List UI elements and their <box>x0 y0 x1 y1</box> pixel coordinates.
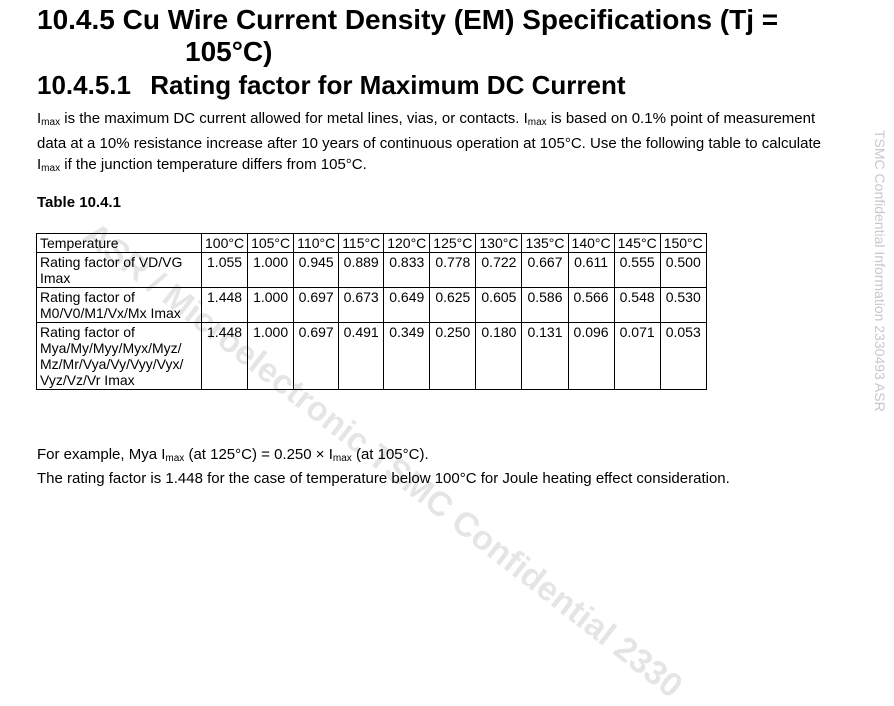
value-cell: 0.605 <box>475 287 523 323</box>
value-cell: 0.349 <box>383 322 431 390</box>
value-cell: 0.673 <box>338 287 385 323</box>
value-cell: 0.566 <box>567 287 615 323</box>
value-cell: 0.131 <box>521 322 569 390</box>
value-cell: 1.000 <box>247 322 295 390</box>
row-label-line: Imax <box>40 270 71 286</box>
row-label-cell: Rating factor of Mya/My/Myy/Myx/Myz/Mz/Mr… <box>36 322 202 390</box>
para-sub-1: max <box>41 117 61 128</box>
value-cell: 0.667 <box>521 252 569 288</box>
example-text-2: (at 125°C) = 0.250 × I <box>184 446 333 463</box>
table-caption: Table 10.4.1 <box>37 194 121 211</box>
para-text-2: is the maximum DC current allowed for me… <box>60 110 528 127</box>
value-cell: 0.530 <box>659 287 707 323</box>
row-label-line: M0/V0/M1/Vx/Mx Imax <box>40 305 181 321</box>
value-cell: 1.000 <box>247 252 295 288</box>
row-label-line: Rating factor of <box>40 324 135 340</box>
subsection-number: 10.4.5.1 <box>37 70 131 100</box>
value-cell: 0.586 <box>521 287 569 323</box>
row-label-cell: Rating factor of M0/V0/M1/Vx/Mx Imax <box>36 287 202 323</box>
example-line1: For example, Mya Imax (at 125°C) = 0.250… <box>37 445 857 469</box>
header-cell-temp: 110°C <box>293 233 340 253</box>
example-text-3: (at 105°C). <box>351 446 429 463</box>
header-cell-temp: 115°C <box>338 233 385 253</box>
value-cell: 0.500 <box>659 252 707 288</box>
para-sub-3: max <box>41 163 61 174</box>
value-cell: 1.448 <box>200 322 249 390</box>
header-cell-label: Temperature <box>36 233 202 253</box>
value-cell: 0.833 <box>383 252 431 288</box>
row-label-line: Mya/My/Myy/Myx/Myz/ <box>40 340 182 356</box>
value-cell: 0.555 <box>613 252 661 288</box>
value-cell: 0.697 <box>293 287 340 323</box>
row-label-cell: Rating factor of VD/VG Imax <box>36 252 202 288</box>
value-cell: 0.096 <box>567 322 615 390</box>
rating-factor-table: Temperature 100°C 105°C 110°C 115°C 120°C 125°… <box>36 233 707 390</box>
value-cell: 1.000 <box>247 287 295 323</box>
value-cell: 0.697 <box>293 322 340 390</box>
table-row: Rating factor of Mya/My/Myy/Myx/Myz/Mz/Mr… <box>36 322 707 390</box>
value-cell: 1.055 <box>200 252 249 288</box>
value-cell: 0.625 <box>429 287 477 323</box>
section-heading-line2: 105°C) <box>185 36 273 67</box>
intro-paragraph: Imax is the maximum DC current allowed f… <box>37 108 837 179</box>
value-cell: 0.778 <box>429 252 477 288</box>
example-text-1: For example, Mya I <box>37 446 166 463</box>
side-watermark: TSMC Confidential Information 2330493 AS… <box>872 130 888 412</box>
example-sub-2: max <box>332 453 352 464</box>
para-sub-2: max <box>527 117 547 128</box>
table-header-row: Temperature 100°C 105°C 110°C 115°C 120°C 125°… <box>36 233 707 253</box>
row-label-line: Vyz/Vz/Vr Imax <box>40 372 135 388</box>
para-text-4: if the junction temperature differs from… <box>60 156 367 173</box>
example-line2: The rating factor is 1.448 for the case … <box>37 470 730 487</box>
header-cell-temp: 100°C <box>200 233 249 253</box>
example-note: For example, Mya Imax (at 125°C) = 0.250… <box>37 445 857 489</box>
value-cell: 0.889 <box>338 252 385 288</box>
header-cell-temp: 150°C <box>659 233 707 253</box>
value-cell: 0.611 <box>567 252 615 288</box>
value-cell: 0.649 <box>383 287 431 323</box>
header-cell-temp: 130°C <box>475 233 523 253</box>
header-cell-temp: 125°C <box>429 233 477 253</box>
value-cell: 0.071 <box>613 322 661 390</box>
value-cell: 0.722 <box>475 252 523 288</box>
value-cell: 0.491 <box>338 322 385 390</box>
header-cell-temp: 105°C <box>247 233 295 253</box>
para-text-1: I <box>37 110 42 127</box>
subsection-title: Rating factor for Maximum DC Current <box>150 70 626 100</box>
row-label-line: Mz/Mr/Vya/Vy/Vyy/Vyx/ <box>40 356 184 372</box>
section-heading: 10.4.5 Cu Wire Current Density (EM) Spec… <box>37 4 857 68</box>
value-cell: 0.945 <box>293 252 340 288</box>
row-label-line: Rating factor of VD/VG <box>40 254 183 270</box>
value-cell: 0.053 <box>659 322 707 390</box>
table-row: Rating factor of M0/V0/M1/Vx/Mx Imax 1.448… <box>36 287 707 323</box>
header-cell-temp: 140°C <box>567 233 615 253</box>
header-cell-temp: 120°C <box>383 233 431 253</box>
value-cell: 0.548 <box>613 287 661 323</box>
section-heading-line1: 10.4.5 Cu Wire Current Density (EM) Spec… <box>37 4 779 35</box>
value-cell: 0.180 <box>475 322 523 390</box>
row-label-line: Rating factor of <box>40 289 135 305</box>
header-cell-temp: 145°C <box>613 233 661 253</box>
para-text-3: is based on 0.1% point of measurement da… <box>37 110 821 173</box>
header-cell-temp: 135°C <box>521 233 569 253</box>
value-cell: 0.250 <box>429 322 477 390</box>
example-sub-1: max <box>165 453 185 464</box>
subsection-heading: 10.4.5.1 Rating factor for Maximum DC Cu… <box>37 70 625 100</box>
